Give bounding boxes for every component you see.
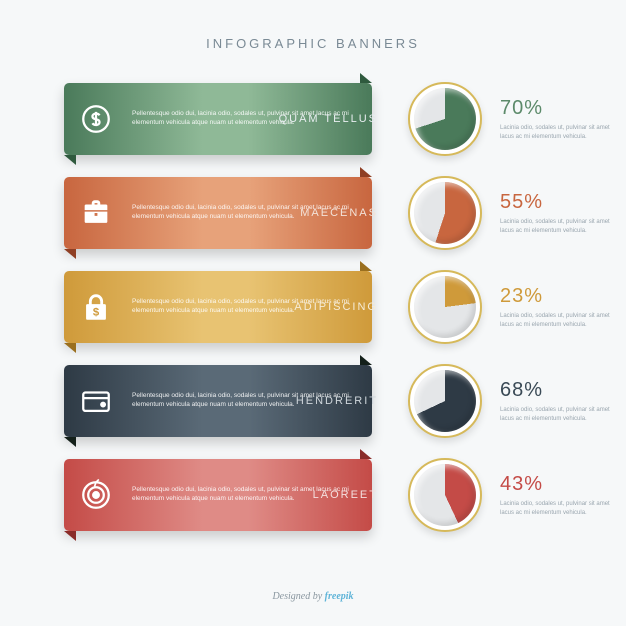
pie-chart [408, 82, 482, 156]
banner-row: Pellentesque odio dui, lacinia odio, sod… [64, 173, 626, 253]
banner-list: Pellentesque odio dui, lacinia odio, sod… [0, 79, 626, 535]
stat-description: Lacinia odio, sodales ut, pulvinar sit a… [500, 406, 610, 422]
briefcase-icon [64, 177, 128, 249]
pie-chart [408, 364, 482, 438]
svg-text:$: $ [93, 307, 100, 319]
pie-chart [408, 458, 482, 532]
stat-block: 23% Lacinia odio, sodales ut, pulvinar si… [500, 285, 610, 328]
banner: Pellentesque odio dui, lacinia odio, sod… [64, 83, 372, 155]
lock-dollar-icon: $ [64, 271, 128, 343]
stat-description: Lacinia odio, sodales ut, pulvinar sit a… [500, 312, 610, 328]
dollar-circle-icon [64, 83, 128, 155]
stat-description: Lacinia odio, sodales ut, pulvinar sit a… [500, 124, 610, 140]
percent-value: 55% [500, 191, 610, 214]
footer-credit: Designed by freepik [0, 591, 626, 602]
banner-label: LAOREET [313, 489, 378, 501]
percent-value: 43% [500, 473, 610, 496]
banner-row: Pellentesque odio dui, lacinia odio, sod… [64, 361, 626, 441]
page-title: INFOGRAPHIC BANNERS [0, 0, 626, 79]
footer-prefix: Designed by [272, 591, 324, 602]
banner-row: $Pellentesque odio dui, lacinia odio, so… [64, 267, 626, 347]
pie-chart [408, 176, 482, 250]
stat-block: 55% Lacinia odio, sodales ut, pulvinar si… [500, 191, 610, 234]
percent-value: 23% [500, 285, 610, 308]
banner-row: Pellentesque odio dui, lacinia odio, sod… [64, 455, 626, 535]
percent-value: 70% [500, 97, 610, 120]
wallet-icon [64, 365, 128, 437]
stat-description: Lacinia odio, sodales ut, pulvinar sit a… [500, 500, 610, 516]
percent-value: 68% [500, 379, 610, 402]
pie-chart [408, 270, 482, 344]
target-icon [64, 459, 128, 531]
stat-block: 68% Lacinia odio, sodales ut, pulvinar si… [500, 379, 610, 422]
banner-row: Pellentesque odio dui, lacinia odio, sod… [64, 79, 626, 159]
stat-description: Lacinia odio, sodales ut, pulvinar sit a… [500, 218, 610, 234]
footer-brand: freepik [325, 591, 354, 602]
banner-label: MAECENAS [300, 207, 378, 219]
banner-label: ADIPISCING [294, 301, 378, 313]
banner: Pellentesque odio dui, lacinia odio, sod… [64, 177, 372, 249]
stat-block: 70% Lacinia odio, sodales ut, pulvinar si… [500, 97, 610, 140]
stat-block: 43% Lacinia odio, sodales ut, pulvinar si… [500, 473, 610, 516]
banner: $Pellentesque odio dui, lacinia odio, so… [64, 271, 372, 343]
banner: Pellentesque odio dui, lacinia odio, sod… [64, 365, 372, 437]
banner: Pellentesque odio dui, lacinia odio, sod… [64, 459, 372, 531]
banner-label: HENDRERIT [296, 395, 378, 407]
banner-label: QUAM TELLUS [279, 113, 378, 125]
